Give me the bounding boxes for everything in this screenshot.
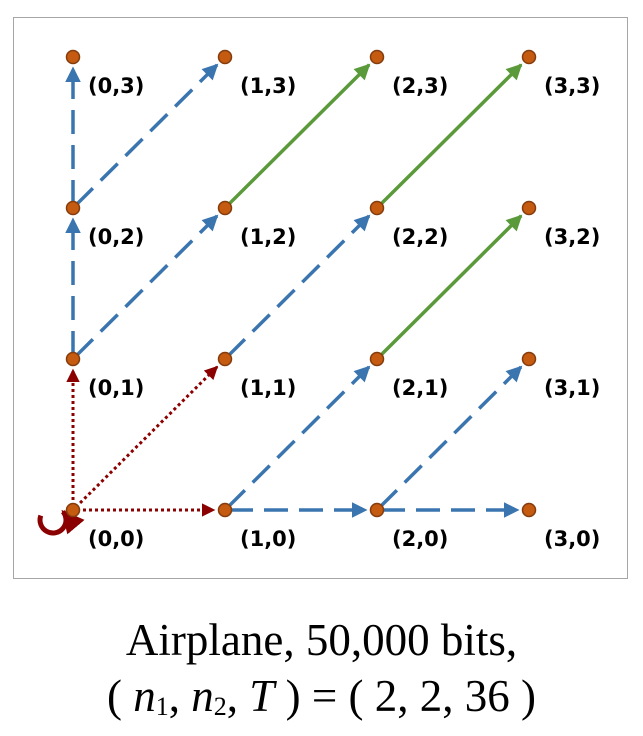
state-label-1-0: (1,0) [240, 527, 296, 551]
state-label-2-3: (2,3) [392, 74, 448, 98]
state-label-0-1: (0,1) [88, 376, 144, 400]
state-label-0-2: (0,2) [88, 225, 144, 249]
state-label-1-3: (1,3) [240, 74, 296, 98]
state-label-1-1: (1,1) [240, 376, 296, 400]
caption: Airplane, 50,000 bits, ( n1, n2, T ) = (… [0, 612, 643, 724]
state-node-3-3 [521, 49, 537, 65]
state-label-3-3: (3,3) [544, 74, 600, 98]
caption-line-2: ( n1, n2, T ) = ( 2, 2, 36 ) [0, 668, 643, 724]
state-node-2-2 [369, 200, 385, 216]
caption-T-symbol: T [249, 671, 275, 721]
edges-layer [65, 63, 523, 518]
caption-n2-subscript: 2 [213, 691, 227, 721]
state-node-0-0 [65, 502, 81, 518]
caption-values: 2, 2, 36 [374, 671, 510, 721]
state-label-0-3: (0,3) [88, 74, 144, 98]
state-node-1-3 [217, 49, 233, 65]
state-grid-diagram: (0,0) (1,0) (2,0) (3,0) (0,1) (1,1) (2,1) (3,1)… [37, 49, 600, 551]
caption-sep-1: , [168, 671, 192, 721]
caption-n1-subscript: 1 [155, 691, 169, 721]
self-loop-arrow [37, 509, 85, 536]
edge-2-1-to-3-2 [378, 214, 523, 358]
state-label-2-1: (2,1) [392, 376, 448, 400]
state-node-3-2 [521, 200, 537, 216]
state-label-0-0: (0,0) [88, 527, 144, 551]
state-label-2-0: (2,0) [392, 527, 448, 551]
state-node-3-0 [521, 502, 537, 518]
state-label-3-1: (3,1) [544, 376, 600, 400]
state-node-0-1 [65, 351, 81, 367]
caption-line-1: Airplane, 50,000 bits, [125, 615, 518, 665]
diagram-frame: (0,0) (1,0) (2,0) (3,0) (0,1) (1,1) (2,1) (3,1)… [13, 17, 628, 579]
edge-1-2-to-2-3 [226, 63, 371, 207]
self-loop-layer [37, 509, 85, 536]
caption-n2-symbol: n [191, 671, 214, 721]
state-label-2-2: (2,2) [392, 225, 448, 249]
state-node-2-0 [369, 502, 385, 518]
caption-sep-2: , [226, 671, 250, 721]
caption-equals: ) = ( [274, 671, 375, 721]
caption-close: ) [509, 671, 536, 721]
state-node-1-0 [217, 502, 233, 518]
state-label-3-0: (3,0) [544, 527, 600, 551]
state-label-3-2: (3,2) [544, 225, 600, 249]
edge-2-2-to-3-3 [378, 63, 523, 207]
caption-open: ( [107, 671, 134, 721]
caption-n1-symbol: n [133, 671, 156, 721]
state-node-2-1 [369, 351, 385, 367]
state-node-1-2 [217, 200, 233, 216]
state-node-1-1 [217, 351, 233, 367]
state-node-3-1 [521, 351, 537, 367]
state-node-2-3 [369, 49, 385, 65]
state-node-0-2 [65, 200, 81, 216]
state-node-0-3 [65, 49, 81, 65]
state-label-1-2: (1,2) [240, 225, 296, 249]
labels-layer: (0,0) (1,0) (2,0) (3,0) (0,1) (1,1) (2,1) (3,1)… [88, 74, 600, 551]
nodes-layer [65, 49, 537, 518]
